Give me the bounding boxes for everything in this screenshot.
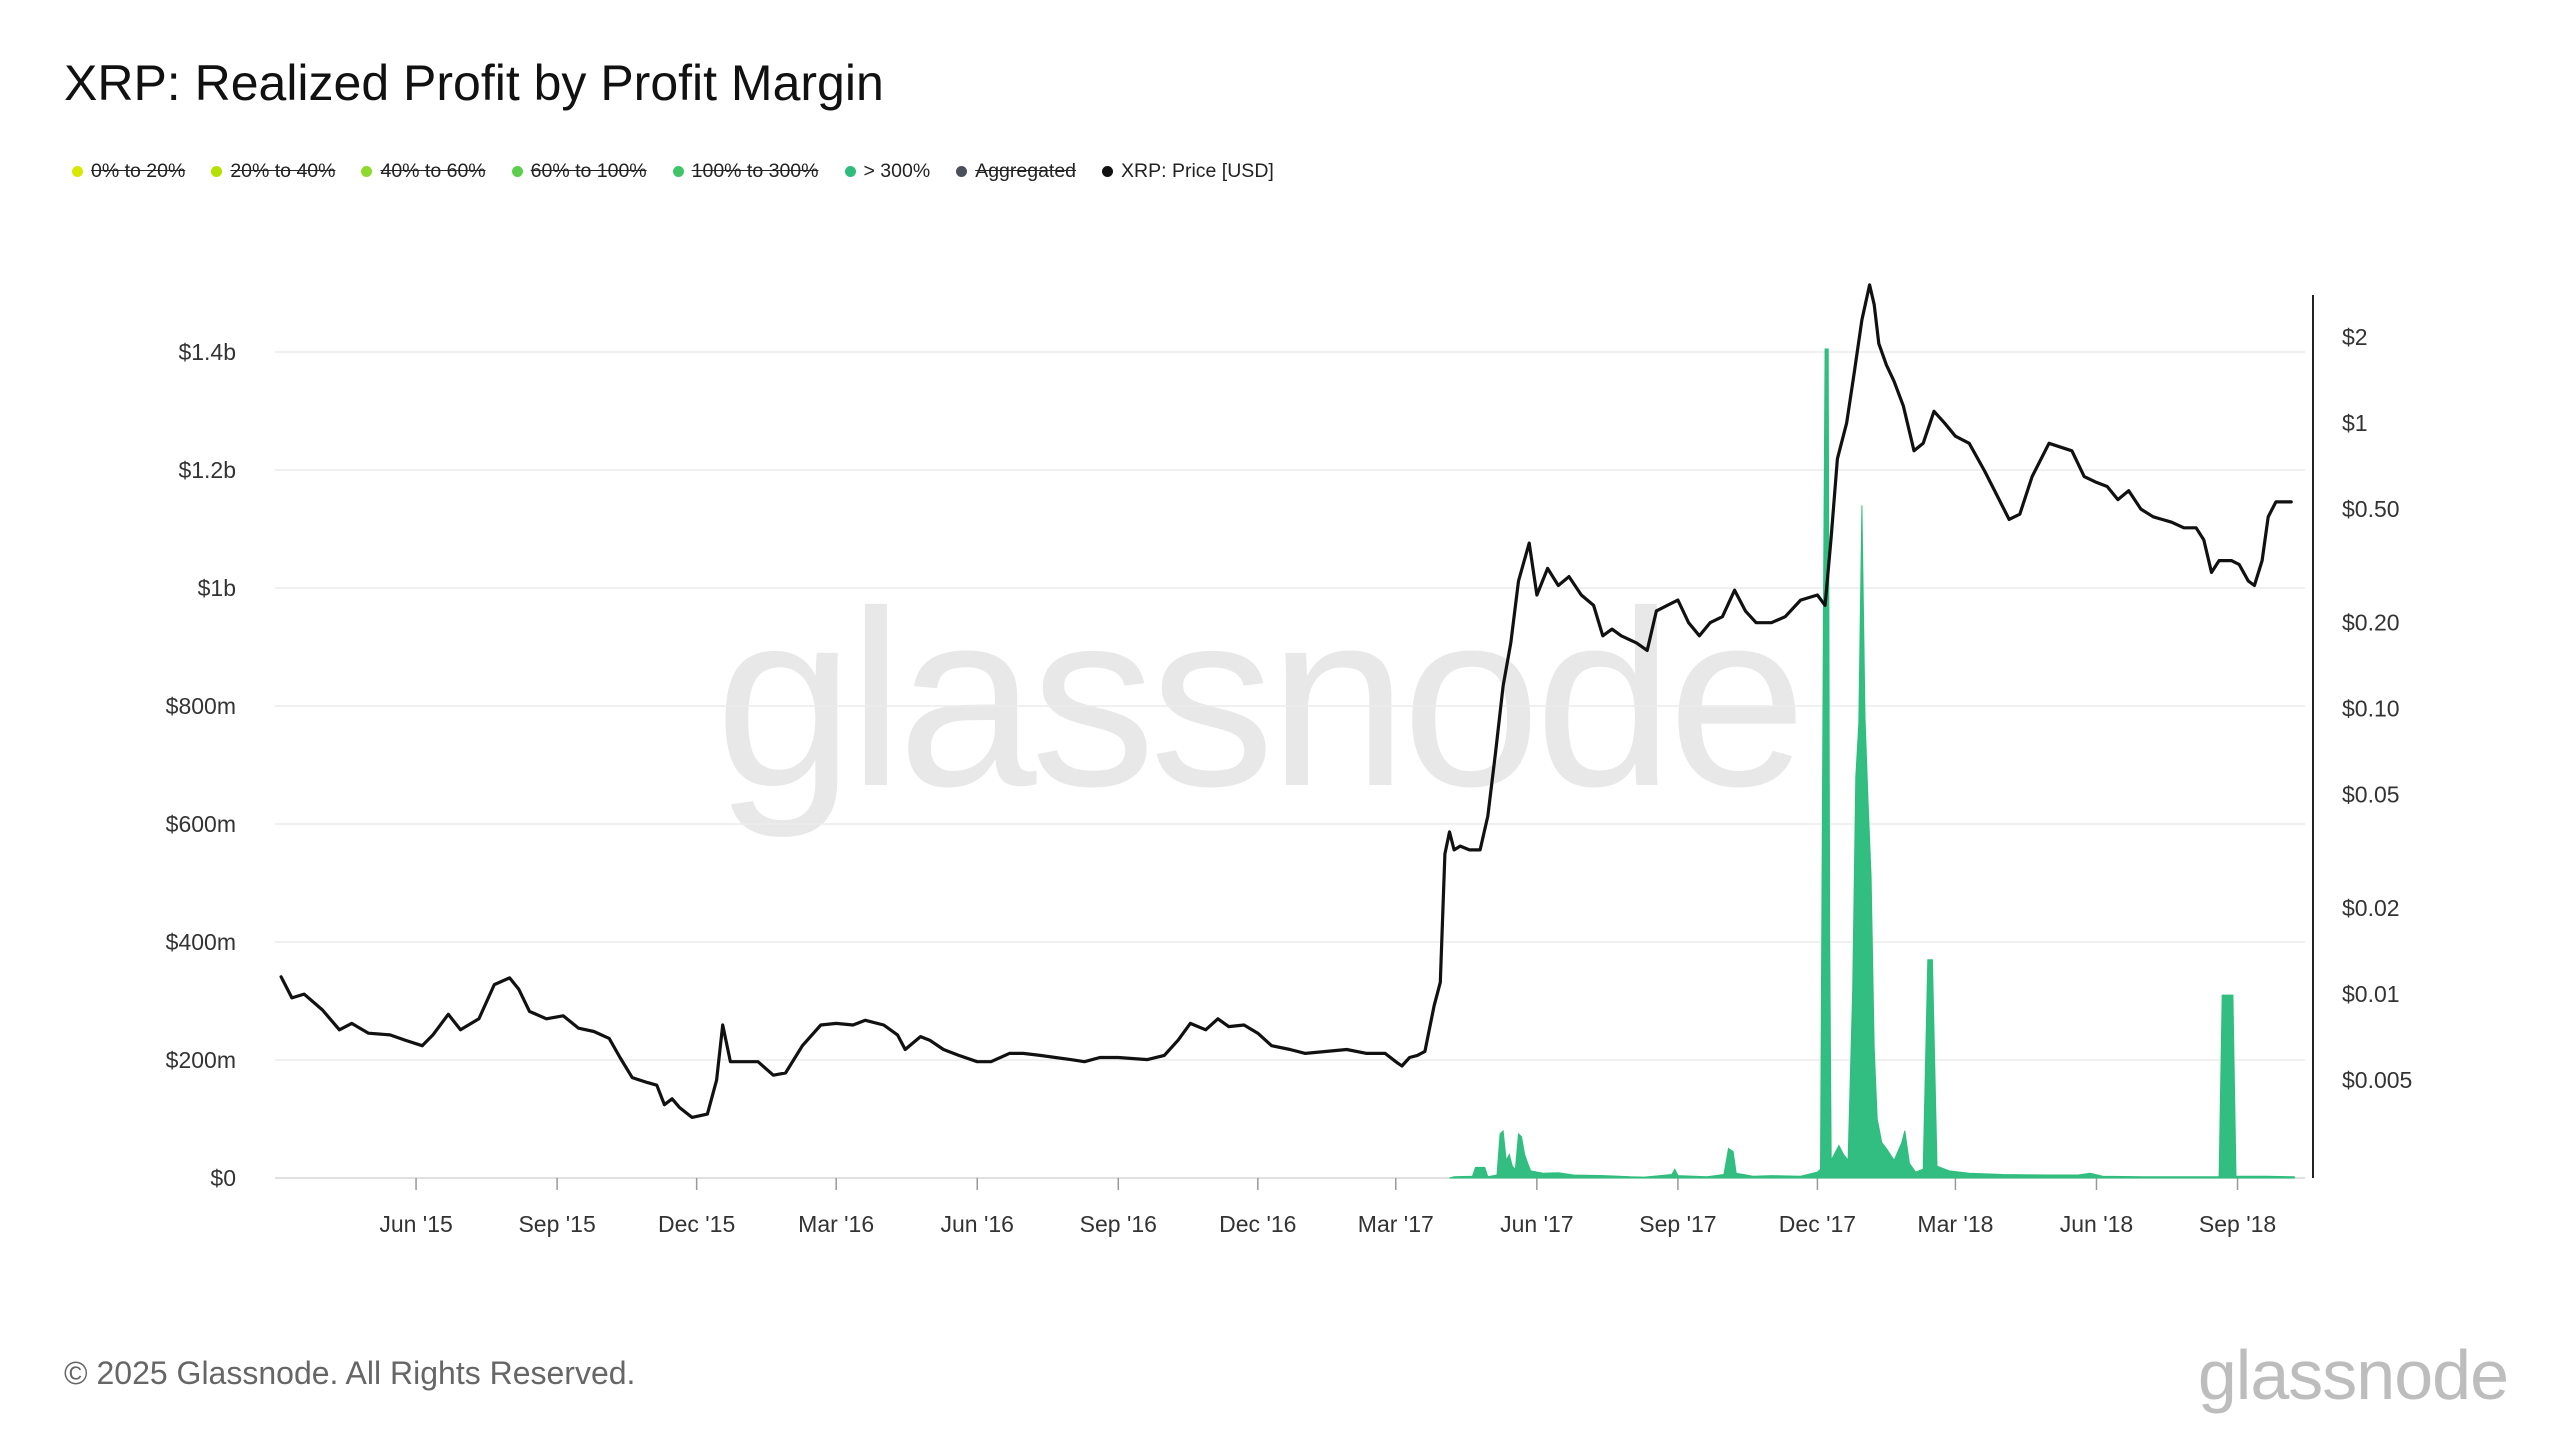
right-tick-label: $0.50 — [2342, 496, 2400, 522]
right-tick-label: $0.10 — [2342, 696, 2400, 722]
profit-area-path — [1449, 348, 2295, 1179]
right-tick-label: $0.05 — [2342, 782, 2400, 808]
left-tick-label: $200m — [166, 1047, 236, 1073]
copyright-text: © 2025 Glassnode. All Rights Reserved. — [64, 1355, 636, 1391]
legend-label: 0% to 20% — [91, 160, 186, 182]
legend-item-aggregated[interactable]: Aggregated — [956, 160, 1076, 183]
left-tick-label: $1.4b — [178, 339, 236, 365]
x-tick-label: Jun '17 — [1500, 1211, 1573, 1237]
price-line-path — [279, 283, 2293, 1119]
legend-item-20-40[interactable]: 20% to 40% — [211, 160, 335, 183]
legend-item-100-300[interactable]: 100% to 300% — [672, 160, 819, 183]
x-tick-label: Sep '15 — [518, 1211, 595, 1237]
x-tick-label: Mar '17 — [1358, 1211, 1434, 1237]
legend-dot — [956, 166, 968, 177]
legend-item-0-20[interactable]: 0% to 20% — [72, 160, 185, 183]
left-tick-label: $600m — [166, 811, 236, 837]
legend-item-price[interactable]: XRP: Price [USD] — [1102, 160, 1274, 183]
legend-dot — [511, 166, 523, 177]
legend-label: 20% to 40% — [230, 160, 336, 182]
x-axis-ticks: Jun '15 Sep '15 Dec '15 Mar '16 Jun '16 Sep '… — [379, 1178, 2276, 1237]
legend-dot — [211, 166, 223, 177]
profit-area-series — [1449, 348, 2295, 1179]
right-tick-label: $0.20 — [2342, 610, 2400, 636]
watermark-logo: glassnode — [715, 559, 1807, 838]
legend-label: > 300% — [863, 160, 931, 182]
x-tick-label: Dec '17 — [1779, 1211, 1856, 1237]
right-tick-label: $1 — [2342, 410, 2368, 436]
x-tick-label: Jun '16 — [940, 1211, 1013, 1237]
legend-dot — [672, 166, 684, 177]
legend-dot — [844, 166, 856, 177]
right-axis-ticks: $0.005 $0.01 $0.02 $0.05 $0.10 $0.20 $0.50 $1 $2 — [2342, 324, 2412, 1093]
x-tick-label: Sep '17 — [1639, 1211, 1716, 1237]
legend-item-over-300[interactable]: > 300% — [844, 160, 931, 183]
x-tick-label: Mar '16 — [798, 1211, 874, 1237]
right-tick-label: $2 — [2342, 324, 2368, 350]
left-tick-label: $0 — [210, 1165, 236, 1191]
x-tick-label: Dec '16 — [1219, 1211, 1296, 1237]
legend-item-40-60[interactable]: 40% to 60% — [361, 160, 486, 183]
left-tick-label: $800m — [166, 693, 236, 719]
left-axis-ticks: $0 $200m $400m $600m $800m $1b $1.2b $1.4b — [166, 339, 236, 1191]
grid-lines — [275, 351, 2305, 1179]
legend-label: Aggregated — [975, 160, 1077, 182]
chart-title: XRP: Realized Profit by Profit Margin — [64, 55, 884, 111]
legend: 0% to 20% 20% to 40% 40% to 60% 60% to 1… — [72, 160, 1274, 183]
legend-label: 60% to 100% — [530, 160, 647, 182]
legend-dot — [1102, 166, 1114, 177]
right-tick-label: $0.02 — [2342, 895, 2400, 921]
legend-label: XRP: Price [USD] — [1121, 160, 1274, 182]
legend-dot — [72, 166, 83, 177]
x-tick-label: Sep '16 — [1080, 1211, 1157, 1237]
x-tick-label: Jun '18 — [2060, 1211, 2133, 1237]
left-tick-label: $400m — [166, 929, 236, 955]
legend-label: 40% to 60% — [380, 160, 486, 182]
legend-item-60-100[interactable]: 60% to 100% — [511, 160, 647, 183]
right-tick-label: $0.005 — [2342, 1067, 2412, 1093]
x-tick-label: Jun '15 — [379, 1211, 452, 1237]
x-tick-label: Dec '15 — [658, 1211, 735, 1237]
legend-dot — [361, 166, 373, 177]
right-tick-label: $0.01 — [2342, 981, 2400, 1007]
left-tick-label: $1b — [198, 575, 236, 601]
legend-label: 100% to 300% — [691, 160, 819, 182]
x-tick-label: Sep '18 — [2199, 1211, 2276, 1237]
glassnode-logo[interactable]: glassnode — [2197, 1336, 2509, 1414]
left-tick-label: $1.2b — [178, 457, 236, 483]
price-line-series — [279, 283, 2293, 1119]
x-tick-label: Mar '18 — [1917, 1211, 1993, 1237]
